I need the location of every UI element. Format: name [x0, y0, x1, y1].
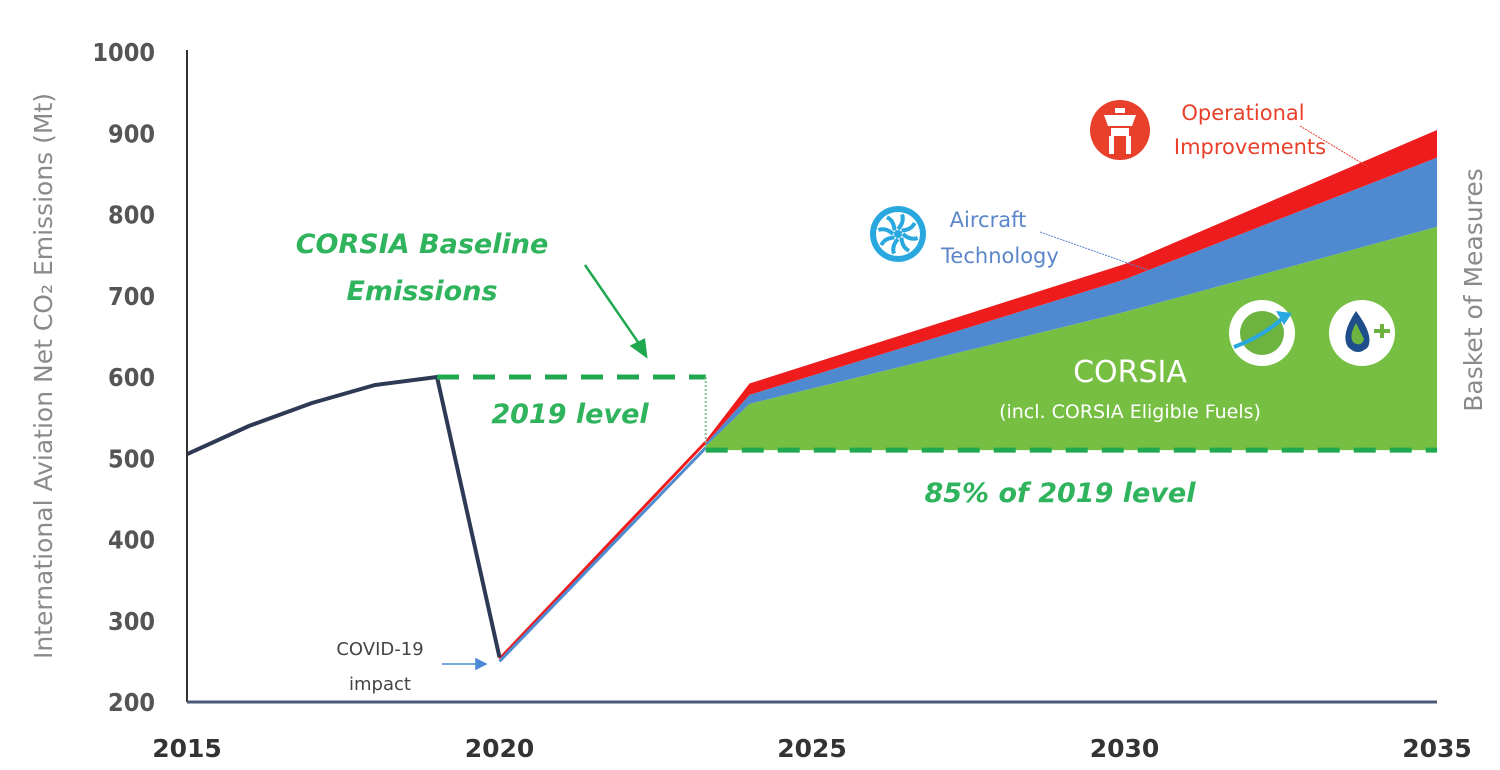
x-tick-label: 2030 — [1090, 734, 1160, 763]
level-85-label: 85% of 2019 level — [924, 478, 1196, 509]
y-tick-label: 700 — [108, 282, 155, 311]
y-axis-label: International Aviation Net CO₂ Emissions… — [29, 93, 58, 659]
x-tick-label: 2035 — [1402, 734, 1472, 763]
covid-label-line1: COVID-19 — [336, 639, 423, 660]
operational-recovery-line — [498, 440, 707, 660]
aircraft-leader-line — [1039, 231, 1191, 286]
y-tick-label: 1000 — [92, 38, 155, 67]
x-tick-label: 2025 — [777, 734, 847, 763]
baseline-title-line2: Emissions — [346, 276, 497, 307]
y-tick-label: 300 — [108, 607, 155, 636]
aircraft-label-line2: Technology — [940, 244, 1059, 268]
fan-blade — [877, 227, 895, 236]
operational-leader-line — [1299, 125, 1371, 169]
operational-improvements-area — [705, 130, 1437, 444]
control-tower-icon — [1090, 100, 1150, 160]
aircraft-label-line1: Aircraft — [950, 208, 1027, 232]
fan-blade — [879, 235, 895, 246]
x-tick-label: 2020 — [465, 734, 535, 763]
fan-blade — [899, 237, 910, 253]
y-tick-label: 600 — [108, 363, 155, 392]
covid-label-line2: impact — [349, 674, 411, 695]
y-tick-label: 400 — [108, 526, 155, 555]
baseline-arrow — [583, 264, 648, 359]
aircraft-recovery-line — [498, 446, 707, 663]
corsia-area — [705, 226, 1437, 451]
y-tick-label: 200 — [108, 688, 155, 717]
fan-blade — [901, 232, 919, 241]
aircraft-technology-area — [705, 157, 1437, 447]
right-axis-label: Basket of Measures — [1459, 168, 1488, 412]
operational-label-line1: Operational — [1181, 101, 1304, 125]
level-2019-label: 2019 level — [491, 399, 649, 430]
covid-arrow — [442, 657, 488, 671]
fan-blade — [886, 215, 897, 231]
operational-label-line2: Improvements — [1174, 135, 1326, 159]
corsia-label: CORSIA — [1073, 355, 1187, 390]
fan-blade — [896, 213, 905, 231]
fan-blade — [891, 237, 900, 255]
fan-blade — [901, 222, 917, 233]
turbofan-icon — [870, 206, 926, 262]
historical-emissions-line — [186, 375, 502, 658]
y-tick-label: 800 — [108, 201, 155, 230]
x-tick-label: 2015 — [152, 734, 222, 763]
baseline-title-line1: CORSIA Baseline — [296, 229, 549, 260]
y-tick-label: 900 — [108, 119, 155, 148]
sustainable-fuel-drop-icon — [1329, 300, 1395, 366]
corsia-globe-plane-icon — [1229, 300, 1295, 366]
y-tick-label: 500 — [108, 444, 155, 473]
corsia-sublabel: (incl. CORSIA Eligible Fuels) — [999, 401, 1261, 423]
